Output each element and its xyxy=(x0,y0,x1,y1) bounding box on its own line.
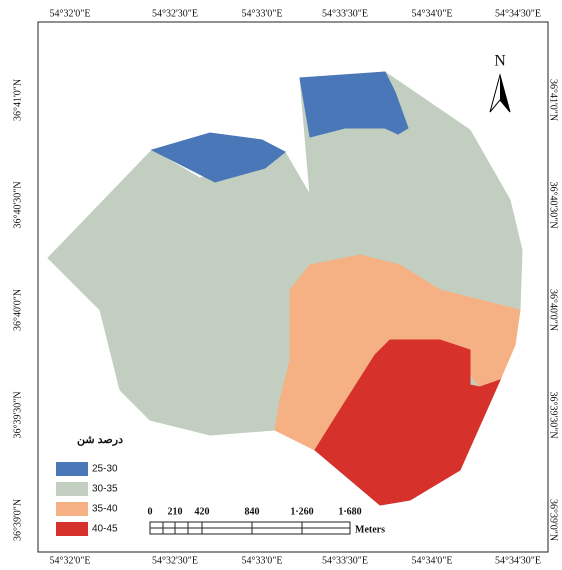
soil-zone xyxy=(150,132,286,183)
bottom-coordinate-label: 54°33'0"E xyxy=(242,555,283,566)
legend-title: درصد شن xyxy=(77,434,123,446)
right-coordinate-label: 36°40'30"N xyxy=(548,181,559,228)
scale-label: 420 xyxy=(195,506,210,517)
north-label: N xyxy=(494,53,506,70)
bottom-coordinate-label: 54°32'0"E xyxy=(50,555,91,566)
scale-label: 1·260 xyxy=(290,506,313,517)
legend-swatch xyxy=(56,482,88,496)
bottom-coordinate-label: 54°32'30"E xyxy=(152,555,198,566)
top-coordinate-label: 54°33'0"E xyxy=(242,8,283,19)
legend-label: 40-45 xyxy=(92,524,118,535)
map-shapes xyxy=(47,71,523,506)
top-coordinate-label: 54°34'30"E xyxy=(495,8,541,19)
top-coordinate-label: 54°32'30"E xyxy=(152,8,198,19)
legend-label: 25-30 xyxy=(92,464,118,475)
scale-label: 0 xyxy=(148,506,153,517)
scale-unit: Meters xyxy=(355,524,385,535)
left-coordinate-label: 36°39'30"N xyxy=(12,391,23,438)
left-coordinate-label: 36°40'30"N xyxy=(12,181,23,228)
top-coordinate-label: 54°32'0"E xyxy=(50,8,91,19)
right-coordinate-label: 36°40'0"N xyxy=(548,289,559,331)
scale-label: 840 xyxy=(245,506,260,517)
right-coordinate-label: 36°39'0"N xyxy=(548,499,559,541)
right-coordinate-label: 36°39'30"N xyxy=(548,391,559,438)
legend-swatch xyxy=(56,502,88,516)
soil-zone xyxy=(299,71,409,138)
bottom-coordinate-label: 54°33'30"E xyxy=(322,555,368,566)
legend-swatch xyxy=(56,522,88,536)
north-arrow-fill xyxy=(500,75,510,112)
left-coordinate-label: 36°40'0"N xyxy=(12,289,23,331)
legend-label: 30-35 xyxy=(92,484,118,495)
top-coordinate-label: 54°33'30"E xyxy=(322,8,368,19)
right-coordinate-label: 36°41'0"N xyxy=(548,79,559,121)
legend-swatch xyxy=(56,462,88,476)
scale-bar: 0 210 420 840 1·260 1·680 Meters xyxy=(148,506,386,535)
left-coordinate-label: 36°39'0"N xyxy=(12,499,23,541)
top-coordinate-label: 54°34'0"E xyxy=(412,8,453,19)
bottom-coordinate-label: 54°34'0"E xyxy=(412,555,453,566)
left-coordinate-label: 36°41'0"N xyxy=(12,79,23,121)
scale-label: 1·680 xyxy=(338,506,361,517)
bottom-coordinate-label: 54°34'30"E xyxy=(495,555,541,566)
scale-label: 210 xyxy=(168,506,183,517)
legend-label: 35-40 xyxy=(92,504,118,515)
soil-zone xyxy=(314,339,501,506)
